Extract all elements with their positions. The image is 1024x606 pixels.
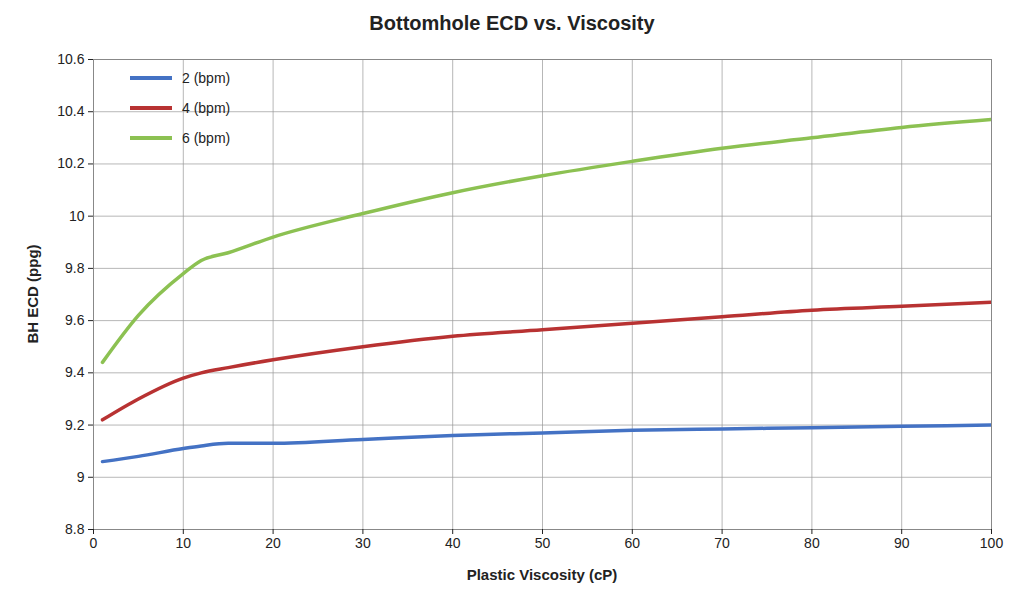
svg-text:0: 0 (90, 535, 98, 551)
svg-text:9: 9 (77, 469, 85, 485)
svg-text:50: 50 (535, 535, 551, 551)
svg-text:60: 60 (625, 535, 641, 551)
svg-text:10.2: 10.2 (57, 155, 84, 171)
svg-text:9.6: 9.6 (65, 312, 85, 328)
svg-text:40: 40 (445, 535, 461, 551)
svg-text:90: 90 (894, 535, 910, 551)
svg-text:10.4: 10.4 (57, 103, 84, 119)
html-text:BH ECD (ppg): BH ECD (ppg) (23, 244, 41, 344)
svg-text:20: 20 (265, 535, 281, 551)
svg-text:10: 10 (69, 208, 85, 224)
svg-text:80: 80 (804, 535, 820, 551)
svg-text:10: 10 (176, 535, 192, 551)
html-text:Plastic Viscosity (cP): Plastic Viscosity (cP) (466, 566, 618, 583)
svg-text:10.6: 10.6 (57, 51, 84, 67)
html-text:6 (bpm): 6 (bpm) (182, 130, 231, 146)
html-text:2 (bpm): 2 (bpm) (182, 70, 231, 86)
svg-text:9.8: 9.8 (65, 260, 85, 276)
svg-text:9.2: 9.2 (65, 417, 85, 433)
svg-text:100: 100 (980, 535, 1004, 551)
html-text:Bottomhole ECD vs. Viscosity: Bottomhole ECD vs. Viscosity (369, 12, 655, 34)
svg-text:70: 70 (714, 535, 730, 551)
svg-text:8.8: 8.8 (65, 521, 85, 537)
svg-text:9.4: 9.4 (65, 364, 85, 380)
html-text:4 (bpm): 4 (bpm) (182, 100, 231, 116)
svg-text:30: 30 (355, 535, 371, 551)
